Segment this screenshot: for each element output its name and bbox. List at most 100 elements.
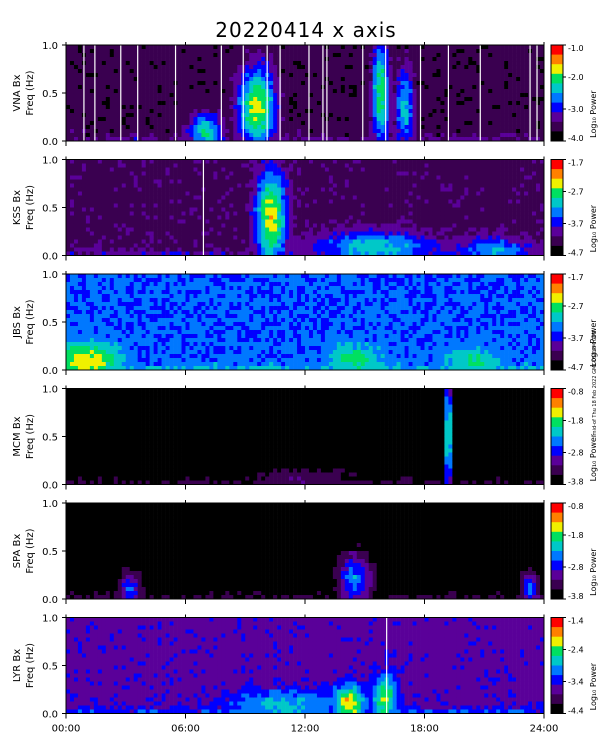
heatmap-cell <box>324 183 330 188</box>
heatmap-cell <box>173 211 178 216</box>
heatmap-cell <box>121 223 127 228</box>
heatmap-cell <box>436 101 441 106</box>
heatmap-cell <box>213 89 218 94</box>
heatmap-cell <box>209 113 214 118</box>
heatmap-cell <box>452 77 457 82</box>
heatmap-cell <box>133 121 138 126</box>
heatmap-cell <box>189 117 194 122</box>
heatmap-cell <box>109 113 115 118</box>
heatmap-cell <box>197 167 202 172</box>
heatmap-cell <box>368 159 374 164</box>
heatmap-cell <box>73 65 79 70</box>
heatmap-cell <box>229 65 234 70</box>
heatmap-cell <box>97 117 103 122</box>
heatmap-cell <box>356 159 362 164</box>
heatmap-cell <box>233 65 238 70</box>
heatmap-cell <box>237 175 242 180</box>
heatmap-cell <box>316 105 322 110</box>
heatmap-cell <box>129 203 135 208</box>
heatmap-cell <box>305 137 310 142</box>
heatmap-cell <box>364 247 370 252</box>
heatmap-cell <box>364 113 370 118</box>
heatmap-cell <box>460 77 465 82</box>
heatmap-cell <box>213 187 218 192</box>
heatmap-cell <box>384 89 389 94</box>
heatmap-cell <box>101 73 107 78</box>
heatmap-cell <box>344 65 350 70</box>
heatmap-cell <box>109 61 115 66</box>
heatmap-cell <box>480 105 485 110</box>
heatmap-cell <box>396 109 401 114</box>
heatmap-cell <box>368 175 374 180</box>
heatmap-cell <box>484 117 489 122</box>
heatmap-cell <box>396 81 401 86</box>
heatmap-cell <box>368 69 374 74</box>
heatmap-cell <box>336 199 342 204</box>
heatmap-cell <box>85 133 91 138</box>
heatmap-cell <box>356 137 362 142</box>
heatmap-cell <box>89 183 95 188</box>
colorbar-segment <box>551 138 563 142</box>
heatmap-cell <box>480 45 485 50</box>
heatmap-cell <box>416 129 421 134</box>
heatmap-cell <box>360 191 366 196</box>
heatmap-cell <box>125 113 131 118</box>
heatmap-cell <box>356 179 362 184</box>
heatmap-cell <box>245 251 250 256</box>
heatmap-cell <box>85 175 91 180</box>
heatmap-cell <box>193 211 198 216</box>
heatmap-cell <box>97 105 103 110</box>
heatmap-cell <box>157 187 162 192</box>
heatmap-cell <box>388 231 393 236</box>
heatmap-cell <box>344 97 350 102</box>
heatmap-cell <box>253 49 258 54</box>
heatmap-cell <box>436 133 441 138</box>
heatmap-cell <box>249 109 254 114</box>
heatmap-cell <box>125 191 131 196</box>
heatmap-cell <box>312 125 318 130</box>
heatmap-cell <box>137 219 142 224</box>
heatmap-cell <box>340 61 346 66</box>
heatmap-cell <box>380 239 385 244</box>
heatmap-cell <box>97 129 103 134</box>
heatmap-cell <box>440 109 445 114</box>
heatmap-cell <box>420 121 425 126</box>
heatmap-cell <box>193 223 198 228</box>
heatmap-cell <box>145 69 150 74</box>
heatmap-cell <box>241 215 246 220</box>
heatmap-cell <box>520 97 525 102</box>
heatmap-cell <box>209 211 214 216</box>
heatmap-cell <box>161 211 166 216</box>
heatmap-cell <box>217 179 222 184</box>
heatmap-cell <box>312 85 318 90</box>
heatmap-cell <box>456 45 461 50</box>
heatmap-cell <box>189 247 194 252</box>
heatmap-cell <box>273 183 278 188</box>
heatmap-cell <box>217 163 222 168</box>
heatmap-cell <box>117 97 123 102</box>
heatmap-cell <box>320 239 326 244</box>
heatmap-cell <box>532 97 537 102</box>
heatmap-cell <box>277 183 282 188</box>
heatmap-cell <box>293 211 298 216</box>
heatmap-cell <box>316 187 322 192</box>
heatmap-cell <box>332 81 338 86</box>
heatmap-cell <box>225 93 230 98</box>
heatmap-cell <box>277 137 282 142</box>
heatmap-cell <box>233 171 238 176</box>
heatmap-cell <box>129 133 135 138</box>
heatmap-cell <box>66 243 71 248</box>
heatmap-cell <box>265 211 270 216</box>
heatmap-cell <box>316 53 322 58</box>
heatmap-cell <box>504 57 509 62</box>
heatmap-cell <box>153 199 158 204</box>
heatmap-cell <box>332 227 338 232</box>
heatmap-cell <box>109 239 115 244</box>
heatmap-cell <box>269 133 274 138</box>
heatmap-cell <box>444 125 449 130</box>
heatmap-cell <box>273 117 278 122</box>
heatmap-cell <box>245 235 250 240</box>
heatmap-cell <box>344 129 350 134</box>
heatmap-cell <box>404 125 409 130</box>
heatmap-cell <box>520 69 525 74</box>
